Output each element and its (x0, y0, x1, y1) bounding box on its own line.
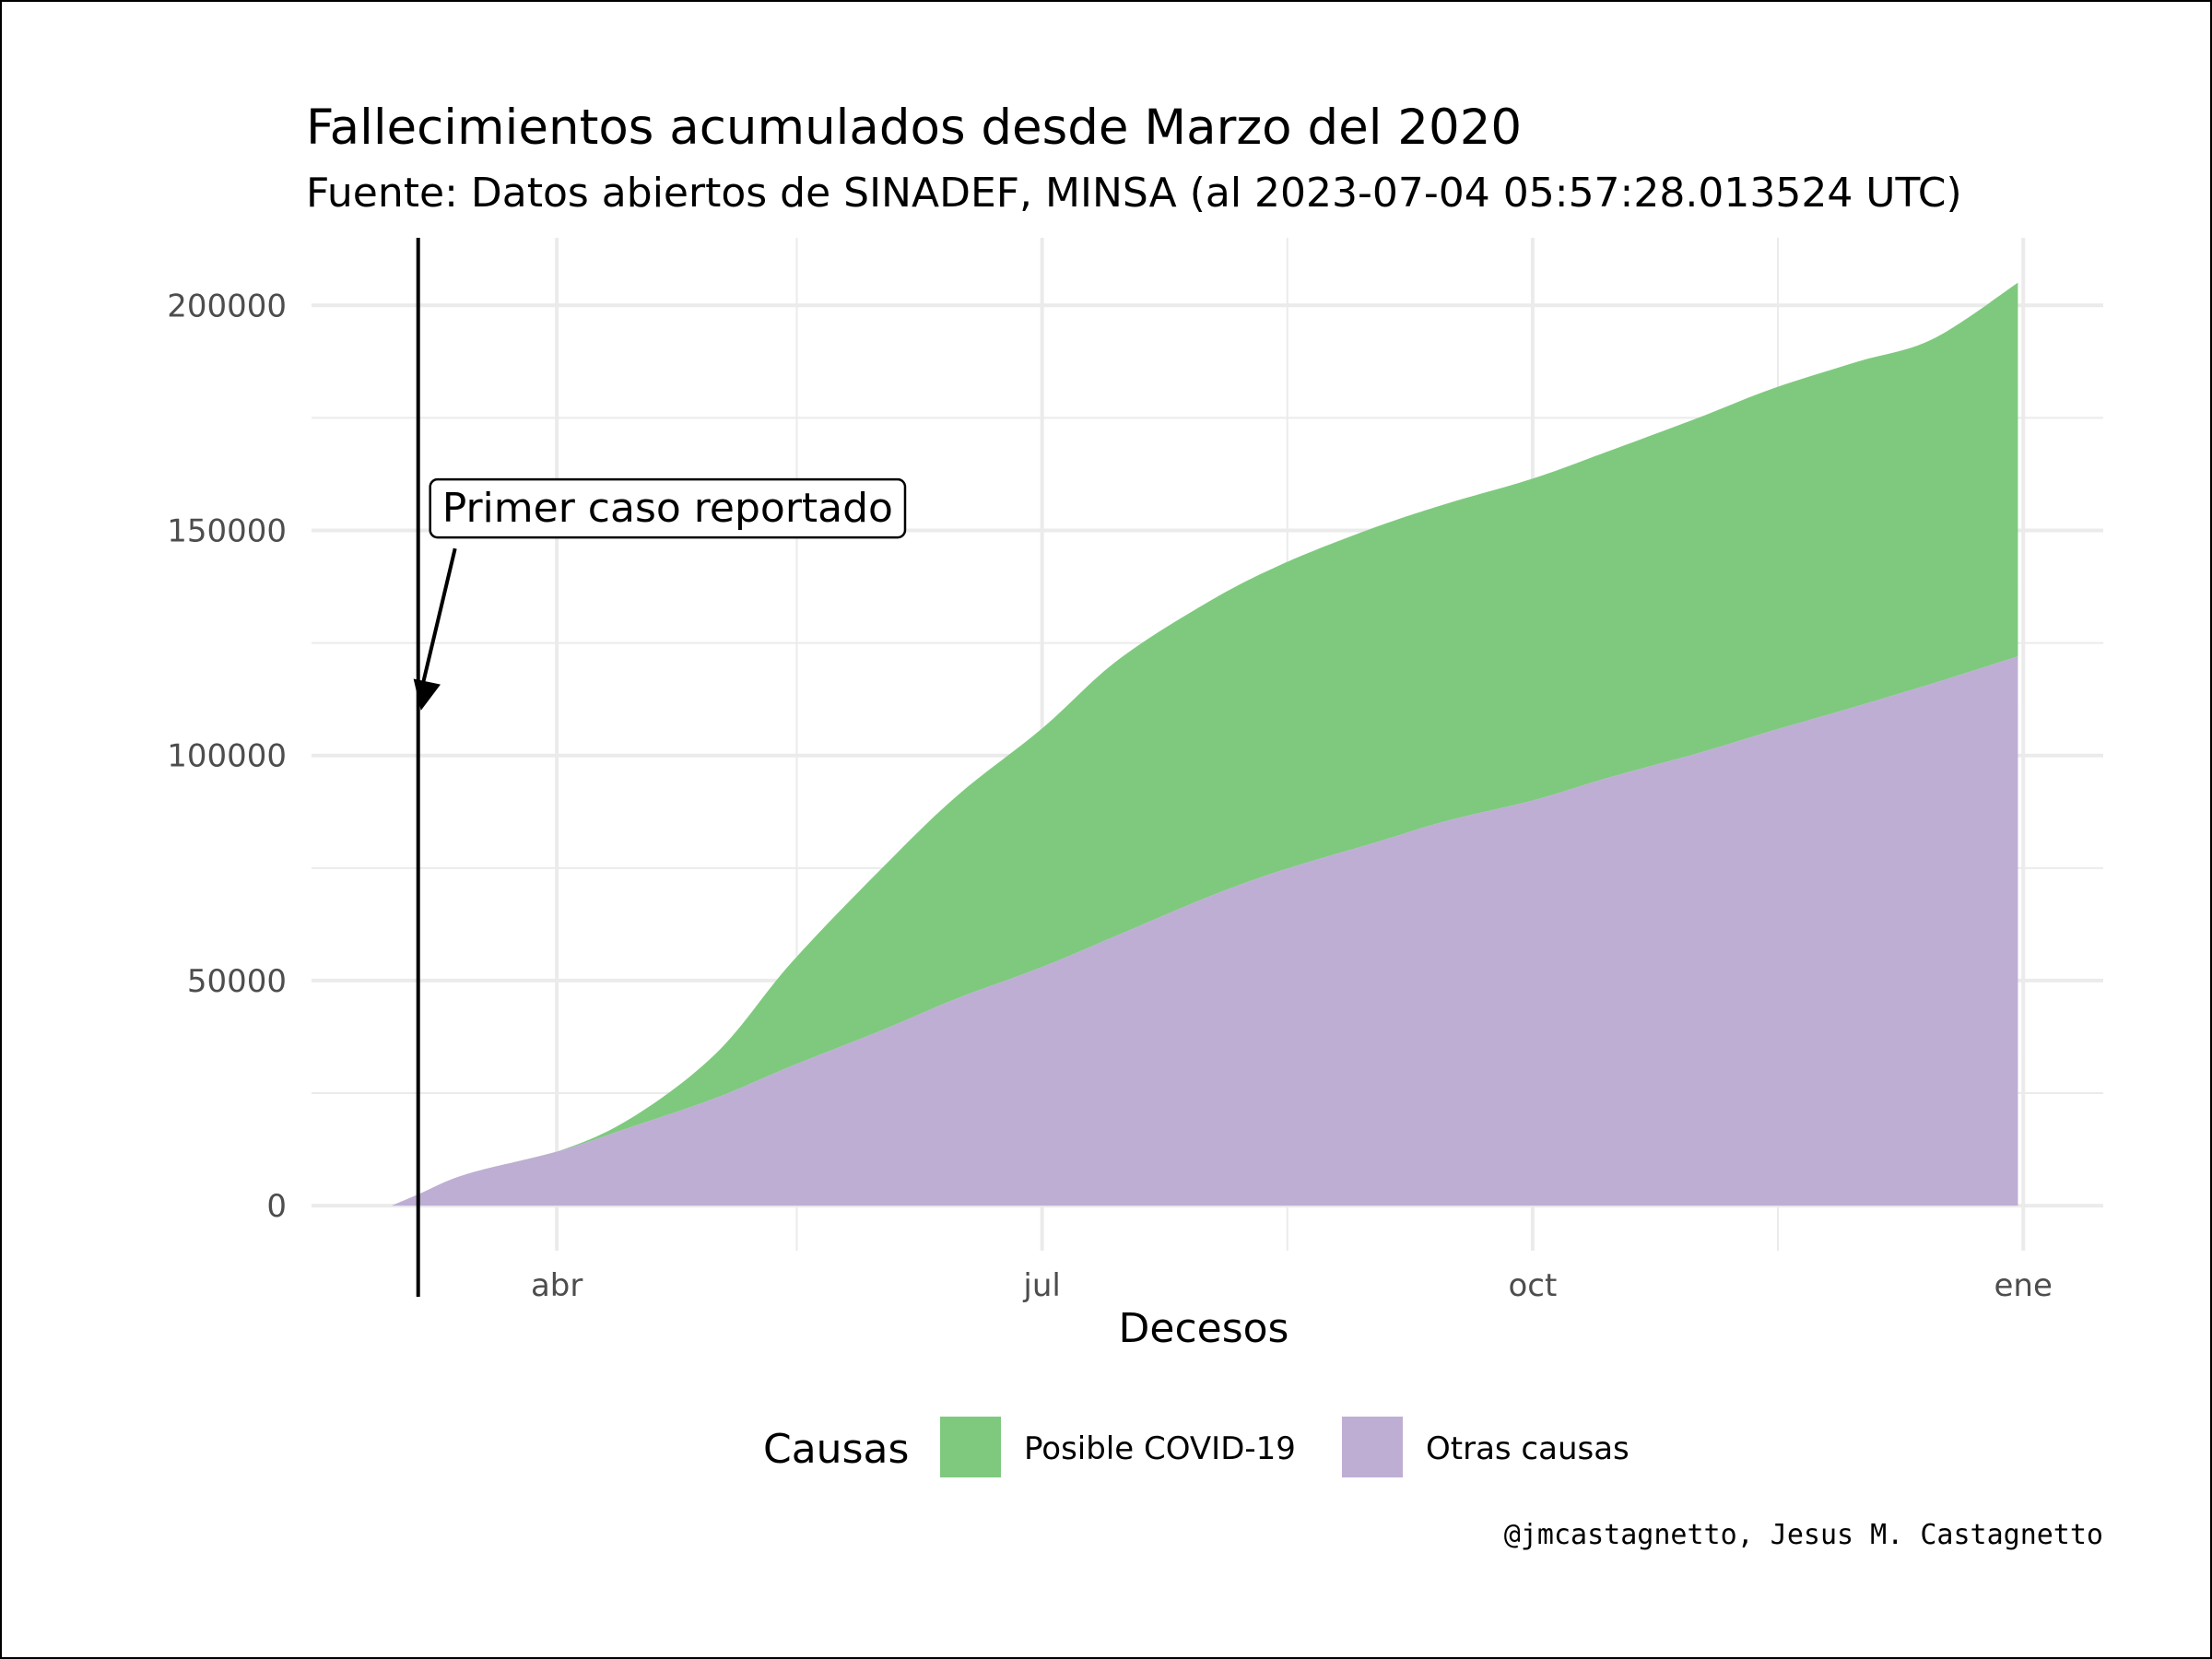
annotation-label: Primer caso reportado (442, 485, 893, 532)
y-tick-label: 0 (266, 1188, 287, 1225)
legend-label-posible-covid: Posible COVID-19 (1024, 1430, 1296, 1467)
legend-label-otras-causas: Otras causas (1426, 1430, 1630, 1467)
first-case-annotation: Primer caso reportado (413, 238, 907, 1297)
x-tick-label: abr (531, 1267, 582, 1304)
y-tick-label: 150000 (167, 512, 287, 549)
y-tick-label: 50000 (187, 963, 287, 1000)
y-tick-label: 100000 (167, 738, 287, 775)
annotation-arrow (418, 547, 457, 693)
legend-title: Causas (763, 1426, 909, 1473)
area-otras-causas (391, 656, 2018, 1206)
area-series (391, 282, 2018, 1206)
y-axis-ticks: 0 50000 100000 150000 200000 (167, 288, 287, 1225)
y-tick-label: 200000 (167, 288, 287, 324)
chart-caption: @jmcastagnetto, Jesus M. Castagnetto (1504, 1519, 2103, 1551)
chart-subtitle: Fuente: Datos abiertos de SINADEF, MINSA… (306, 170, 1962, 217)
x-axis-ticks: abr jul oct ene (531, 1267, 2053, 1304)
annotation-arrowhead (413, 678, 441, 711)
annotation-label-box (429, 477, 907, 539)
x-axis-title: Decesos (1119, 1305, 1289, 1352)
legend: Causas Posible COVID-19 Otras causas (763, 1417, 1630, 1477)
x-tick-label: ene (1994, 1267, 2053, 1304)
legend-swatch-posible-covid (940, 1417, 1001, 1477)
area-posible-covid-19 (391, 282, 2018, 1206)
x-tick-label: jul (1022, 1267, 1060, 1304)
legend-swatch-otras-causas (1342, 1417, 1403, 1477)
x-tick-label: oct (1509, 1267, 1558, 1304)
chart-title: Fallecimientos acumulados desde Marzo de… (306, 100, 1522, 156)
